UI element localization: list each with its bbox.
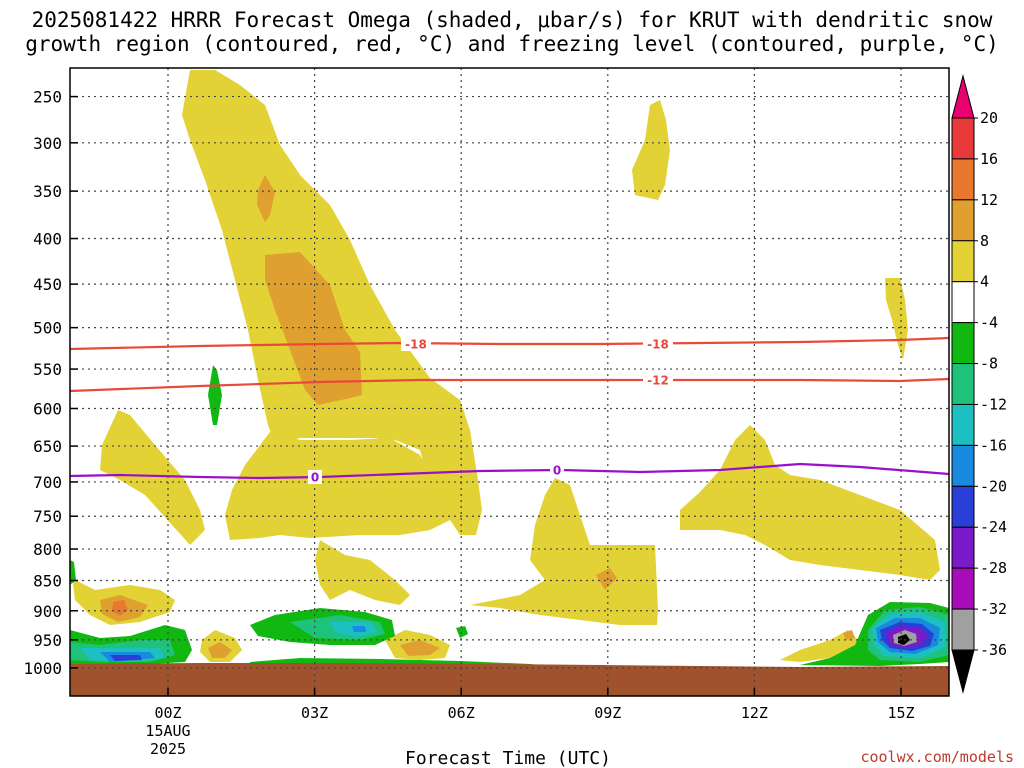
x-tick-label: 09Z <box>594 704 621 722</box>
colorbar-band <box>951 322 975 365</box>
y-tick-label: 700 <box>33 473 62 492</box>
y-tick-label: 750 <box>33 507 62 526</box>
colorbar-band <box>951 199 975 242</box>
omega-region-orange-01z <box>208 642 232 658</box>
colorbar-label: 20 <box>980 109 998 127</box>
omega-region-darkblue-left <box>110 655 142 661</box>
y-tick-label: 400 <box>33 230 62 249</box>
y-tick-label: 600 <box>33 399 62 418</box>
terrain-ground <box>70 663 949 696</box>
contour-label-bg <box>643 337 673 351</box>
colorbar-label: -24 <box>980 518 1007 536</box>
y-axis: 250 300 350 400 450 500 550 600 650 700 750 800 850 9… <box>23 88 78 678</box>
colorbar-label: -20 <box>980 477 1007 495</box>
omega-region-yellow-09z <box>470 478 658 625</box>
omega-region-blue-03z <box>352 626 366 632</box>
colorbar-label: 8 <box>980 232 989 250</box>
y-tick-label: 950 <box>33 631 62 650</box>
x-tick-label: 15Z <box>887 704 914 722</box>
y-tick-label: 800 <box>33 540 62 559</box>
y-tick-label: 1000 <box>23 659 62 678</box>
colorbar-label: 4 <box>980 273 989 291</box>
colorbar-band <box>951 444 975 487</box>
colorbar-top-arrow <box>951 74 975 119</box>
contour-line-minus12 <box>70 377 949 393</box>
chart-title-line1: 2025081422 HRRR Forecast Omega (shaded, … <box>31 8 993 32</box>
plot-frame <box>69 67 950 697</box>
contour-lines: -18 -18 -12 0 0 <box>70 336 949 485</box>
contour-label-bg <box>401 337 431 351</box>
chart-title-line2: growth region (contoured, red, °C) and f… <box>25 32 999 56</box>
omega-region-green-dot <box>456 626 468 638</box>
x-tick-date-label: 2025 <box>150 740 186 758</box>
y-tick-label: 650 <box>33 437 62 456</box>
colorbar-band <box>951 485 975 528</box>
omega-region-green-left-sliver <box>70 560 76 585</box>
omega-region-orange-small <box>257 175 275 222</box>
colorbar-label: -12 <box>980 395 1007 413</box>
omega-region-green-01z-upper <box>208 365 222 425</box>
x-tick-label: 06Z <box>448 704 475 722</box>
y-tick-label: 550 <box>33 360 62 379</box>
colorbar-label: -4 <box>980 314 998 332</box>
contour-label: -12 <box>647 374 669 388</box>
colorbar-label: -36 <box>980 641 1007 659</box>
x-tick-date-label: 15AUG <box>145 722 190 740</box>
omega-region-yellow-left-low <box>70 560 175 625</box>
omega-region-yellow-left <box>100 410 205 545</box>
grid-lines <box>70 68 949 696</box>
colorbar-band <box>951 240 975 283</box>
contour-label-bg <box>643 373 673 387</box>
contour-label: -18 <box>405 338 427 352</box>
omega-region-orange-05z <box>400 640 440 656</box>
colorbar-label: -8 <box>980 355 998 373</box>
omega-region-red-left-low <box>112 600 128 616</box>
colorbar-label: -28 <box>980 559 1007 577</box>
omega-region-orange-core <box>265 252 362 405</box>
y-tick-label: 500 <box>33 319 62 338</box>
colorbar-band <box>951 158 975 201</box>
omega-region-yellow-upper-09z <box>632 100 670 200</box>
y-tick-label: 350 <box>33 182 62 201</box>
omega-region-orange-09z <box>596 568 617 590</box>
omega-region-yellow-center-low <box>315 540 410 605</box>
colorbar-band <box>951 608 975 651</box>
y-tick-label: 900 <box>33 602 62 621</box>
x-tick-label: 12Z <box>741 704 768 722</box>
colorbar-label: 12 <box>980 191 998 209</box>
x-tick-label: 00Z <box>154 704 181 722</box>
x-axis-title: Forecast Time (UTC) <box>405 748 611 768</box>
colorbar-label: -16 <box>980 436 1007 454</box>
colorbar-label: -32 <box>980 600 1007 618</box>
contour-label: 0 <box>311 471 319 485</box>
contour-label-bg <box>308 470 322 484</box>
colorbar-band <box>951 567 975 610</box>
credit-link[interactable]: coolwx.com/models <box>860 748 1014 766</box>
contour-label: -18 <box>647 338 669 352</box>
colorbar-band <box>951 281 975 324</box>
colorbar-band <box>951 403 975 446</box>
contour-line-freezing <box>70 462 949 480</box>
x-tick-label: 03Z <box>301 704 328 722</box>
contour-label-bg <box>550 463 564 477</box>
colorbar-band <box>951 526 975 569</box>
omega-region-yellow-right <box>680 425 940 580</box>
y-tick-label: 300 <box>33 134 62 153</box>
y-tick-label: 850 <box>33 572 62 591</box>
colorbar-bottom-arrow <box>951 649 975 694</box>
omega-region-yellow-mid <box>225 432 450 540</box>
y-tick-label: 250 <box>33 88 62 107</box>
y-tick-label: 450 <box>33 275 62 294</box>
colorbar: 20 16 12 8 4 -4 -8 -12 -16 -20 -24 -28 -32 -36 <box>951 74 1007 694</box>
colorbar-band <box>951 363 975 405</box>
colorbar-label: 16 <box>980 150 998 168</box>
colorbar-band <box>951 117 975 160</box>
contour-label: 0 <box>553 464 561 478</box>
omega-region-orange-14z <box>843 630 855 640</box>
shaded-field <box>70 70 949 666</box>
contour-line-minus18 <box>70 336 949 351</box>
